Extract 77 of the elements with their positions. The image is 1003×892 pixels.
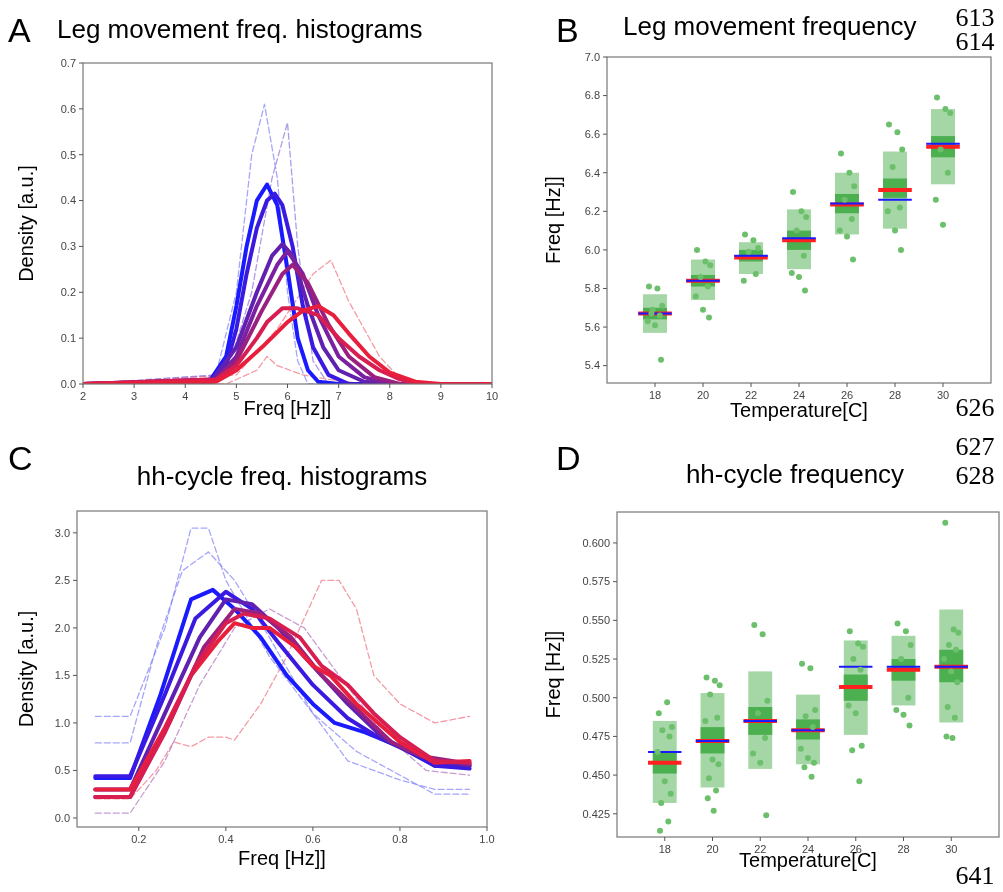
- x-tick-label: 6: [284, 390, 291, 402]
- y-tick-label: 6.4: [584, 166, 600, 179]
- text: A: [8, 11, 31, 49]
- text: 641: [955, 861, 995, 890]
- y-tick-label: 0.5: [60, 148, 76, 161]
- text: 628: [955, 461, 995, 490]
- y-axis-title: Freq [Hz]]: [542, 630, 564, 719]
- y-tick-label: 0.525: [582, 652, 610, 665]
- y-tick-label: 0.0: [54, 811, 70, 824]
- text: B: [556, 11, 579, 49]
- y-tick-label: 0.500: [582, 691, 610, 704]
- y-tick-label: 1.5: [54, 669, 70, 682]
- x-tick-label: 22: [744, 389, 758, 401]
- y-tick-label: 3.0: [54, 526, 70, 539]
- x-tick-label: 26: [840, 389, 854, 401]
- y-tick-label: 5.6: [584, 320, 600, 333]
- y-tick-label: 0.7: [60, 56, 76, 69]
- y-axis-title: Density [a.u.]: [15, 610, 37, 728]
- x-tick-label: 24: [801, 843, 815, 855]
- y-tick-label: 0.475: [582, 730, 610, 743]
- y-tick-label: 0.4: [60, 194, 76, 207]
- x-tick-label: 30: [936, 389, 950, 401]
- x-tick-label: 20: [696, 389, 710, 401]
- chart-title: Leg movement freq. histograms: [57, 14, 423, 44]
- y-tick-label: 6.2: [584, 205, 600, 218]
- y-tick-label: 2.5: [54, 574, 70, 587]
- y-tick-label: 6.0: [584, 243, 600, 256]
- x-tick-label: 24: [792, 389, 806, 401]
- x-tick-label: 18: [648, 389, 662, 401]
- x-tick-label: 7: [335, 390, 342, 402]
- y-axis-title: Density [a.u.]: [15, 165, 37, 282]
- y-tick-label: 0.2: [60, 286, 76, 299]
- y-tick-label: 0.0: [60, 377, 76, 390]
- x-axis-title: Temperature[C]: [730, 399, 868, 421]
- y-tick-label: 0.600: [582, 536, 610, 549]
- x-tick-label: 8: [386, 390, 393, 402]
- y-tick-label: 0.5: [54, 764, 70, 777]
- y-tick-label: 0.550: [582, 614, 610, 627]
- x-tick-label: 18: [658, 843, 671, 855]
- x-tick-label: 4: [182, 390, 189, 402]
- x-axis-title: Freq [Hz]]: [238, 847, 326, 869]
- x-tick-label: 1.0: [479, 833, 495, 845]
- x-tick-label: 10: [485, 390, 499, 402]
- x-tick-label: 3: [131, 390, 138, 402]
- x-tick-label: 9: [437, 390, 444, 402]
- y-tick-label: 1.0: [54, 716, 70, 729]
- y-tick-label: 6.6: [584, 128, 600, 141]
- y-tick-label: 0.575: [582, 575, 610, 588]
- text: 627: [955, 432, 995, 461]
- text: D: [556, 439, 581, 477]
- y-axis-title: Freq [Hz]]: [542, 176, 564, 264]
- y-tick-label: 2.0: [54, 621, 70, 634]
- x-tick-label: 0.6: [305, 833, 321, 845]
- y-tick-label: 0.425: [582, 807, 610, 820]
- y-tick-label: 0.6: [60, 102, 76, 115]
- y-tick-label: 7.0: [584, 50, 600, 63]
- text: 626: [955, 393, 995, 422]
- x-tick-label: 2: [79, 390, 87, 402]
- y-tick-label: 5.8: [584, 282, 600, 295]
- y-tick-label: 6.8: [584, 89, 600, 102]
- chart-title: hh-cycle frequency: [685, 459, 905, 489]
- y-tick-label: 5.4: [584, 359, 600, 372]
- chart-title: Leg movement frequency: [623, 11, 917, 41]
- x-tick-label: 20: [706, 843, 719, 855]
- x-tick-label: 30: [945, 843, 958, 855]
- y-tick-label: 0.3: [60, 240, 76, 253]
- x-tick-label: 28: [888, 389, 902, 401]
- y-tick-label: 0.1: [60, 331, 76, 344]
- x-tick-label: 28: [897, 843, 910, 855]
- y-tick-label: 0.450: [582, 768, 610, 781]
- text: C: [8, 439, 33, 477]
- x-tick-label: 0.8: [392, 833, 408, 845]
- x-tick-label: 0.2: [131, 833, 147, 845]
- chart-title: hh-cycle freq. histograms: [136, 461, 428, 491]
- x-tick-label: 0.4: [218, 833, 234, 845]
- x-tick-label: 22: [754, 843, 767, 855]
- x-tick-label: 5: [233, 390, 240, 402]
